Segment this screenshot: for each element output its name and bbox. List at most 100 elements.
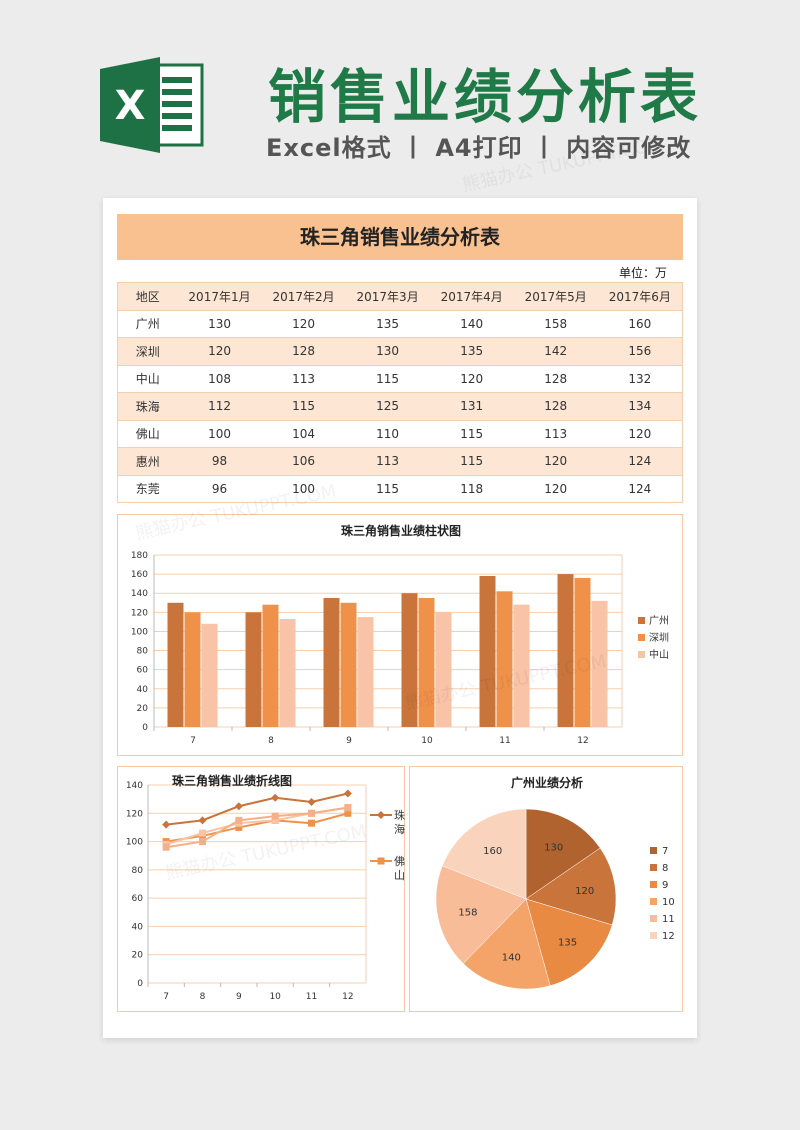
x-tick-label: 11 [306,992,317,1002]
y-tick-label: 120 [126,809,143,819]
table-cell: 110 [345,419,430,448]
table-cell: 115 [345,474,430,503]
table-row: 珠海 112 115 125 131 128 134 [117,392,683,420]
table-cell: 115 [261,392,346,420]
data-point [344,809,352,817]
table-cell: 98 [177,447,262,475]
table-cell: 100 [261,474,346,503]
bar [279,619,296,727]
sheet-title: 珠三角销售业绩分析表 [117,214,683,260]
pie-data-label: 160 [483,846,502,857]
table-cell: 125 [345,392,430,420]
table-cell: 惠州 [117,447,178,475]
bar-chart: 珠三角销售业绩柱状图 0 20 40 60 80 100 120 140 160 180 7 8 9 10 1… [131,523,669,746]
page-title: 销售业绩分析表 [268,63,703,131]
column-header: 2017年6月 [597,282,683,310]
bar [591,600,608,727]
data-point [234,802,243,811]
x-tick-label: 8 [200,992,206,1002]
table-cell: 120 [429,364,514,393]
table-cell: 100 [177,419,262,448]
table-row: 中山 108 113 115 120 128 132 [117,364,683,393]
pie-chart: 广州业绩分析 130 120 135 140 158 160 7 8 9 10 11 12 [435,775,675,990]
x-tick-label: 7 [190,736,196,746]
legend-swatch [650,932,657,939]
x-tick-label: 9 [236,992,242,1002]
data-point [307,797,316,806]
data-point [308,809,315,817]
pie-chart-title: 广州业绩分析 [511,775,583,790]
legend-swatch [650,847,657,854]
x-tick-label: 10 [421,736,433,746]
bar [245,612,262,727]
table-cell: 115 [345,364,430,393]
unit-label: 单位：万 [618,266,667,280]
data-point [199,829,206,837]
table-cell: 115 [429,447,514,475]
sales-table: 地区 2017年1月 2017年2月 2017年3月 2017年4月 2017年5月 201… [117,282,683,503]
table-cell: 128 [513,392,598,420]
bar [323,598,340,727]
column-header: 2017年3月 [345,282,430,310]
excel-logo-icon: X [100,57,204,153]
bar [496,591,513,727]
bar [557,574,574,727]
table-row: 深圳 120 128 130 135 142 156 [117,337,683,365]
table-cell: 140 [429,309,514,338]
data-point [271,816,279,824]
legend-label: 广州 [649,615,669,627]
data-point [162,843,170,851]
table-cell: 118 [429,474,514,503]
table-cell: 128 [513,364,598,393]
legend-label: 9 [662,880,668,891]
bar [401,593,418,727]
column-header: 2017年2月 [261,282,346,310]
series-line [166,812,349,843]
y-tick-label: 0 [142,723,148,733]
data-point [198,816,207,825]
line-chart: 0 20 40 60 80 100 120 140 珠三角销售业绩折线图 7 8 9 10 11 12 珠海佛… [126,773,405,1002]
bar [418,598,435,727]
table-cell: 160 [597,309,683,338]
series-line [166,792,349,826]
y-tick-label: 180 [131,551,148,561]
table-cell: 113 [345,447,430,475]
legend-swatch [650,881,657,888]
pie-data-label: 140 [502,953,521,964]
legend-label: 佛山 [394,855,405,882]
bar [513,604,530,727]
bar-chart-panel: 珠三角销售业绩柱状图 0 20 40 60 80 100 120 140 160 180 7 8 9 10 1… [117,514,683,756]
table-cell: 104 [261,419,346,448]
column-header: 2017年4月 [429,282,514,310]
bar [340,602,357,727]
bar [184,612,201,727]
legend-swatch [650,864,657,871]
data-point [271,812,279,820]
legend-label: 7 [662,846,668,857]
table-row: 惠州 98 106 113 115 120 124 [117,447,683,475]
table-row: 广州 130 120 135 140 158 160 [117,309,683,338]
table-cell: 128 [261,337,346,365]
table-cell: 佛山 [117,419,178,448]
column-header: 地区 [117,282,178,310]
line-chart-title: 珠三角销售业绩折线图 [172,773,292,788]
bar [201,623,218,727]
table-header-row: 地区 2017年1月 2017年2月 2017年3月 2017年4月 2017年5月 201… [117,282,683,310]
legend-swatch [638,634,645,641]
data-point [199,838,206,846]
legend-label: 深圳 [649,632,669,644]
legend-swatch [638,651,645,658]
legend-marker [377,811,385,819]
legend-label: 珠海 [394,808,405,836]
y-tick-label: 140 [126,781,143,791]
table-cell: 珠海 [117,392,178,420]
y-tick-label: 160 [131,570,148,580]
table-row: 东莞 96 100 115 118 120 124 [117,474,683,503]
data-point [343,789,352,798]
table-cell: 124 [597,447,683,475]
y-tick-label: 100 [131,627,148,637]
pie-data-label: 135 [558,937,577,948]
table-cell: 广州 [117,309,178,338]
table-cell: 158 [513,309,598,338]
table-cell: 115 [429,419,514,448]
